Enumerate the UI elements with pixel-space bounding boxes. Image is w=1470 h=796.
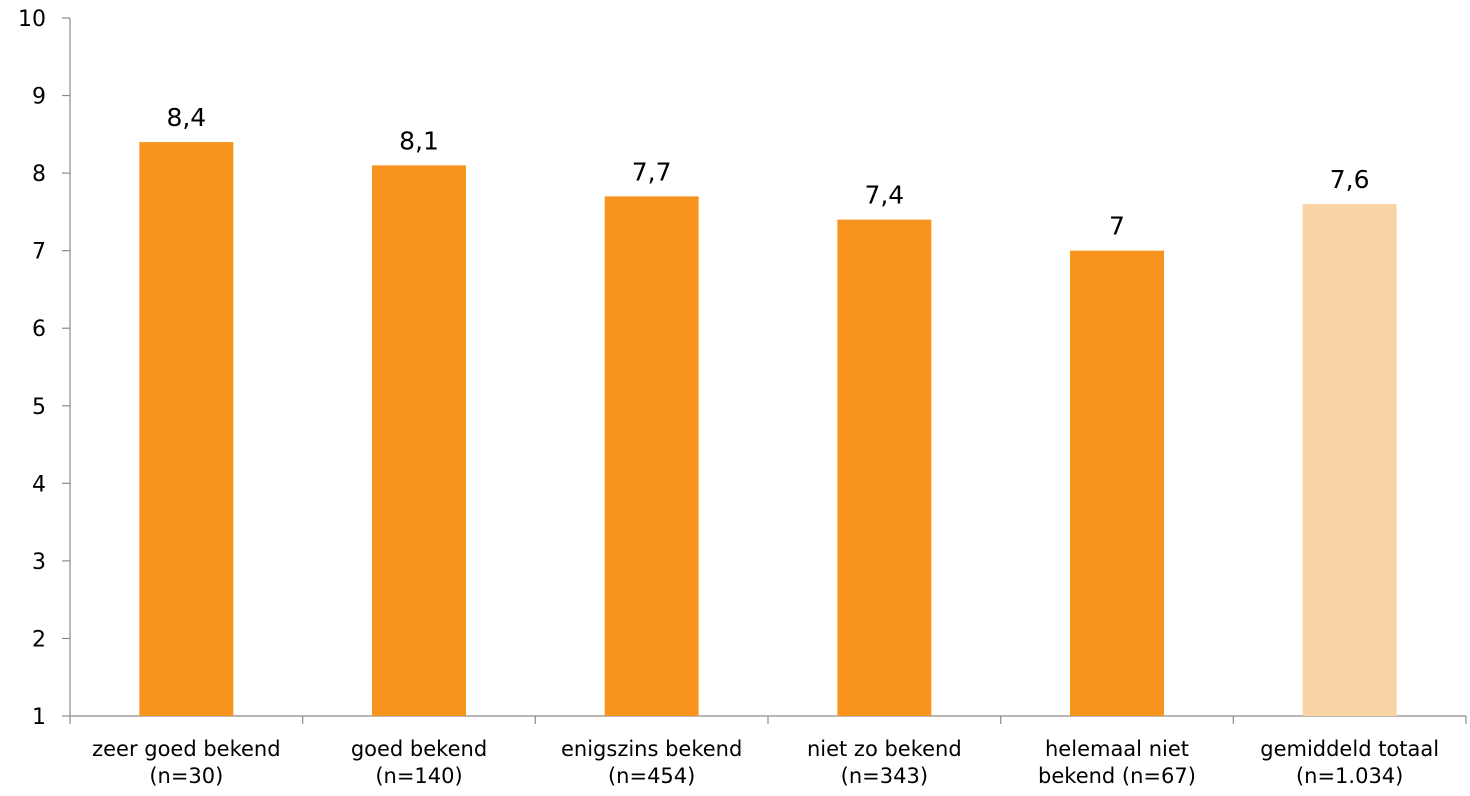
value-labels: 8,4 8,1 7,7 7,4 7 7,6 — [166, 103, 1369, 241]
category-labels: zeer goed bekend (n=30) goed bekend (n=140)… — [92, 737, 1439, 788]
x-tick-label: (n=140) — [375, 764, 462, 788]
x-tick-label: (n=343) — [841, 764, 928, 788]
x-tick-label: zeer goed bekend — [92, 737, 281, 761]
bar — [604, 196, 699, 716]
bar — [372, 165, 466, 716]
bar — [1302, 204, 1397, 716]
bar — [139, 142, 234, 717]
y-tick-label: 5 — [32, 395, 46, 420]
x-tick-label: bekend (n=67) — [1038, 764, 1196, 788]
data-label: 7,4 — [864, 181, 904, 210]
bar — [837, 219, 932, 716]
data-label: 7 — [1109, 212, 1125, 241]
y-tick-label: 3 — [32, 550, 46, 575]
bar — [1070, 250, 1164, 716]
data-label: 7,7 — [632, 157, 672, 186]
x-axis — [69, 715, 1467, 724]
y-tick-label: 4 — [32, 472, 46, 497]
y-tick-label: 2 — [32, 627, 46, 652]
y-tick-label: 7 — [32, 240, 46, 265]
x-tick-label: helemaal niet — [1045, 737, 1189, 761]
y-tick-label: 6 — [32, 317, 46, 342]
y-tick-label: 9 — [32, 85, 46, 110]
x-tick-label: goed bekend — [351, 737, 487, 761]
data-label: 7,6 — [1330, 165, 1370, 194]
x-tick-label: (n=30) — [149, 764, 223, 788]
y-axis: 1 2 3 4 5 6 7 8 9 10 — [18, 7, 71, 730]
x-tick-label: gemiddeld totaal — [1260, 737, 1439, 761]
x-tick-label: (n=1.034) — [1296, 764, 1403, 788]
y-tick-label: 8 — [32, 162, 46, 187]
data-label: 8,1 — [399, 126, 439, 155]
data-label: 8,4 — [166, 103, 206, 132]
y-tick-label: 1 — [32, 705, 46, 730]
x-tick-label: enigszins bekend — [561, 737, 742, 761]
x-tick-label: (n=454) — [608, 764, 695, 788]
y-tick-label: 10 — [18, 7, 46, 32]
bars — [139, 142, 1397, 717]
x-tick-label: niet zo bekend — [807, 737, 962, 761]
